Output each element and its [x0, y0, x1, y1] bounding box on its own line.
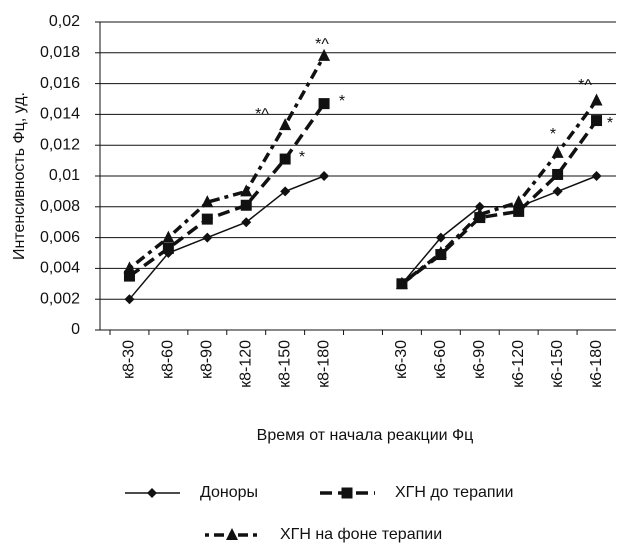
data-point: [590, 93, 603, 106]
y-tick-label: 0: [71, 321, 80, 338]
x-tick-label: к6-60: [432, 340, 449, 379]
y-tick-label: 0,018: [40, 44, 80, 61]
y-tick-label: 0,02: [49, 13, 80, 30]
y-axis-label: Интенсивность Фц, уд.: [11, 92, 28, 260]
y-tick-label: 0,002: [40, 290, 80, 307]
data-point: [473, 207, 486, 220]
data-point: [202, 232, 213, 243]
data-point: [123, 270, 135, 282]
data-point: [318, 98, 330, 110]
data-point: [552, 168, 564, 180]
data-point: [512, 195, 525, 208]
legend-marker: [341, 487, 353, 499]
y-tick-label: 0,008: [40, 198, 80, 215]
data-point: [162, 230, 175, 243]
data-point: [591, 115, 603, 127]
data-point: [474, 201, 485, 212]
y-tick-label: 0,016: [40, 75, 80, 92]
data-point: [240, 184, 253, 197]
x-tick-label: к6-150: [549, 340, 566, 388]
data-point: [435, 232, 446, 243]
x-tick-label: к8-120: [237, 340, 254, 388]
data-point: [551, 145, 564, 158]
data-point: [240, 199, 252, 211]
x-tick-label: к6-180: [588, 340, 605, 388]
data-point: [241, 217, 252, 228]
annotation: *: [299, 149, 305, 166]
data-point: [552, 186, 563, 197]
data-point: [434, 246, 447, 258]
data-point: [124, 294, 135, 305]
data-point: [279, 153, 291, 165]
x-axis-label: Время от начала реакции Фц: [257, 427, 474, 444]
legend-marker: [147, 488, 157, 498]
annotation: *^: [578, 77, 592, 94]
y-tick-label: 0,01: [49, 167, 80, 184]
data-point: [162, 242, 174, 254]
y-tick-label: 0,012: [40, 136, 80, 153]
annotation: *: [339, 93, 345, 110]
data-point: [319, 171, 330, 181]
annotation: *: [607, 115, 613, 132]
annotation: *: [550, 126, 556, 143]
data-point: [201, 195, 214, 208]
series-line: [128, 175, 597, 300]
data-point: [395, 276, 408, 289]
x-tick-label: к8-150: [276, 340, 293, 388]
x-tick-label: к8-90: [199, 340, 216, 379]
y-tick-label: 0,006: [40, 229, 80, 246]
x-tick-label: к6-30: [393, 340, 410, 379]
legend-label: Доноры: [200, 484, 258, 501]
x-tick-label: к8-60: [160, 340, 177, 379]
data-point: [279, 118, 292, 131]
legend-label: ХГН до терапии: [395, 484, 513, 501]
annotation: *^: [315, 36, 329, 53]
y-tick-label: 0,014: [40, 106, 80, 123]
x-tick-label: к6-90: [471, 340, 488, 379]
annotation: *^: [255, 106, 269, 123]
y-tick-label: 0,004: [40, 260, 80, 277]
data-point: [201, 213, 213, 225]
legend-label: ХГН на фоне терапии: [280, 526, 442, 543]
legend-marker: [226, 528, 238, 540]
data-point: [513, 205, 525, 217]
x-tick-label: к8-30: [121, 340, 138, 379]
data-point: [123, 261, 136, 274]
x-tick-label: к6-120: [510, 340, 527, 388]
x-tick-label: к8-180: [315, 340, 332, 388]
data-point: [591, 171, 602, 181]
series-line: [128, 55, 598, 286]
data-point: [280, 186, 291, 197]
data-point: [318, 48, 331, 61]
